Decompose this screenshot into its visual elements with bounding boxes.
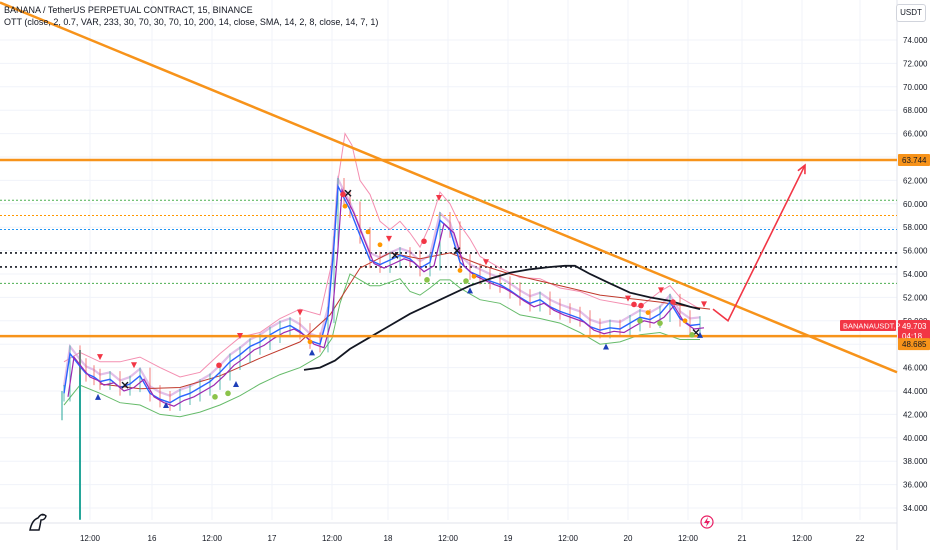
symbol-tag: BANANAUSDT.P [843,322,901,331]
x-tick-label: 22 [856,534,865,543]
price-line [63,183,701,404]
bull-dot [657,320,663,326]
band-upper [63,132,701,378]
sell-marker [625,295,631,302]
y-tick-label: 42.000 [903,410,928,419]
y-tick-label: 54.000 [903,270,928,279]
y-tick-label: 46.000 [903,364,928,373]
buy-marker [603,343,609,350]
indicator-legend[interactable]: OTT (close, 2, 0.7, VAR, 233, 30, 70, 30… [4,17,379,27]
y-tick-label: 56.000 [903,247,928,256]
target-price-label: 63.744 [902,156,927,165]
orange-dot [682,318,688,324]
x-tick-label: 19 [504,534,513,543]
orange-dot [377,242,383,248]
band-lower [63,273,700,418]
arrow-head [797,163,806,175]
y-tick-label: 52.000 [903,293,928,302]
bear-dot [421,238,427,245]
x-tick-label: 20 [624,534,633,543]
buy-marker [309,349,315,356]
bull-dot [463,278,469,284]
y-tick-label: 40.000 [903,434,928,443]
y-tick-label: 72.000 [903,59,928,68]
projection-path[interactable] [712,164,806,323]
ma-black-line [303,264,701,371]
y-tick-label: 74.000 [903,36,928,45]
buy-marker [697,331,703,338]
y-tick-label: 70.000 [903,83,928,92]
sell-marker [436,194,442,201]
sell-marker [131,362,137,369]
bull-dot [689,332,695,338]
x-tick-label: 12:00 [80,534,101,543]
current-price-label: 49.703 [902,322,927,331]
x-tick-label: 12:00 [678,534,699,543]
x-tick-label: 12:00 [322,534,343,543]
x-tick-label: 12:00 [792,534,813,543]
y-tick-label: 60.000 [903,200,928,209]
bear-dot [670,299,676,305]
x-tick-label: 18 [384,534,393,543]
y-tick-label: 68.000 [903,106,928,115]
sell-marker [386,235,392,242]
orange-dot [307,339,313,345]
current-price-label-bg [898,320,930,332]
trendline[interactable] [0,1,898,374]
x-tick-label: 12:00 [438,534,459,543]
buy-marker [95,393,101,400]
buy-marker [163,402,169,409]
bull-dot [212,394,218,400]
chart-title: BANANA / TetherUS PERPETUAL CONTRACT, 15… [4,5,253,15]
buy-marker [233,380,239,387]
currency-button[interactable]: USDT [896,4,926,22]
sell-marker [237,333,243,340]
support-price-label-bg [898,338,930,351]
cross-marker [344,189,352,197]
bear-dot [631,301,637,308]
countdown-label: 04:18 [902,332,923,341]
lightning-icon[interactable] [700,515,714,529]
orange-dot [457,268,463,273]
support-price-label: 48.685 [902,340,927,349]
cross-marker [391,251,399,259]
buy-marker [467,287,473,294]
cross-marker [121,381,129,389]
sell-marker [658,287,664,294]
x-tick-label: 12:00 [558,534,579,543]
orange-dot [365,229,371,235]
bull-dot [225,390,231,397]
y-tick-label: 44.000 [903,387,928,396]
sell-marker [483,259,489,266]
bull-dot [637,318,643,324]
dinosaur-logo-icon [29,513,47,531]
sell-marker [701,301,707,308]
y-tick-label: 66.000 [903,130,928,139]
bear-dot [638,302,644,309]
bear-dot [340,191,346,198]
sell-marker [97,354,103,361]
x-tick-label: 21 [738,534,747,543]
orange-dot [645,310,651,316]
x-tick-label: 16 [148,534,157,543]
x-tick-label: 12:00 [202,534,223,543]
y-tick-label: 58.000 [903,223,928,232]
bear-dot [216,362,222,369]
bull-dot [424,277,430,283]
y-tick-label: 62.000 [903,176,928,185]
symbol-tag-bg [840,320,896,331]
sell-marker [297,309,303,316]
y-tick-label: 34.000 [903,504,928,513]
cross-marker [453,247,461,255]
orange-dot [471,273,477,279]
y-tick-label: 36.000 [903,481,928,490]
x-tick-label: 17 [268,534,277,543]
ott-line [67,187,705,407]
y-tick-label: 38.000 [903,457,928,466]
ribbon-line [62,175,701,397]
orange-dot [342,203,348,209]
target-price-label-bg [898,153,930,166]
